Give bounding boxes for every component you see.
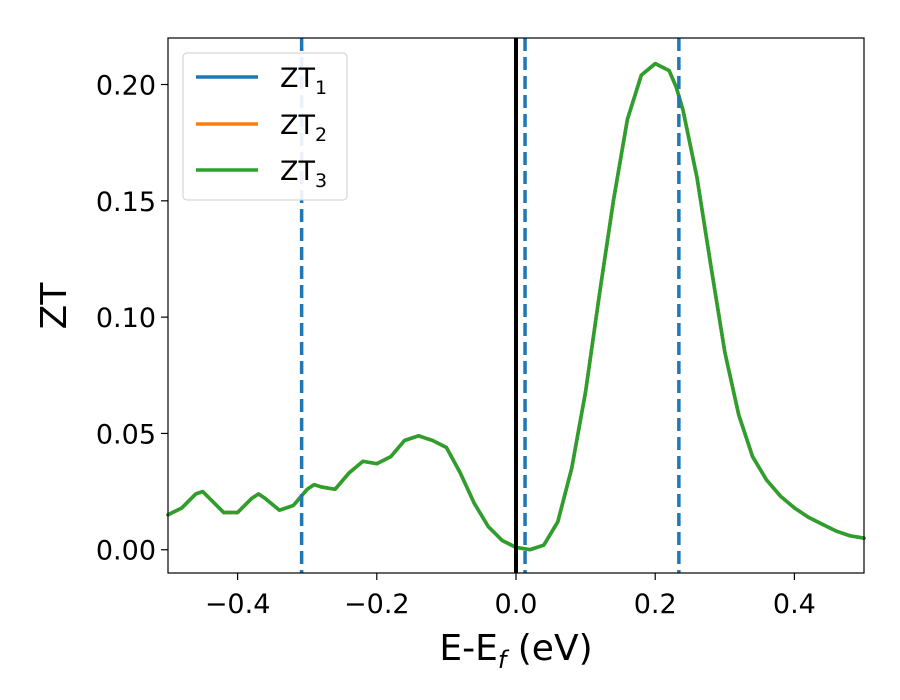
x-tick-label: 0.4 <box>773 589 816 620</box>
legend-box <box>182 52 348 201</box>
legend-label-zt2: ZT2 <box>280 110 327 146</box>
y-axis-label: ZT <box>34 282 75 330</box>
x-tick-label: 0.2 <box>634 589 677 620</box>
x-tick-label: −0.4 <box>205 589 271 620</box>
legend: ZT1 ZT2 ZT3 <box>182 52 348 201</box>
x-tick-label: 0.0 <box>495 589 538 620</box>
legend-entry-zt2: ZT2 <box>196 110 327 146</box>
y-tick-label: 0.15 <box>96 187 156 218</box>
legend-label-zt3: ZT3 <box>280 156 327 192</box>
x-axis-label: E-Ef (eV) <box>439 628 592 674</box>
legend-entry-zt1: ZT1 <box>196 63 327 99</box>
y-tick-label: 0.10 <box>96 303 156 334</box>
y-axis: 0.00 0.05 0.10 0.15 0.20 <box>96 71 168 567</box>
x-axis: −0.4 −0.2 0.0 0.2 0.4 <box>205 573 816 620</box>
legend-label-zt1: ZT1 <box>280 63 327 99</box>
legend-entry-zt3: ZT3 <box>196 156 327 192</box>
series-line-zt3 <box>166 61 866 552</box>
series-layer <box>166 61 866 552</box>
y-tick-label: 0.20 <box>96 71 156 102</box>
vline-layer <box>299 38 681 573</box>
x-tick-label: −0.2 <box>344 589 410 620</box>
y-tick-label: 0.00 <box>96 536 156 567</box>
y-tick-label: 0.05 <box>96 419 156 450</box>
